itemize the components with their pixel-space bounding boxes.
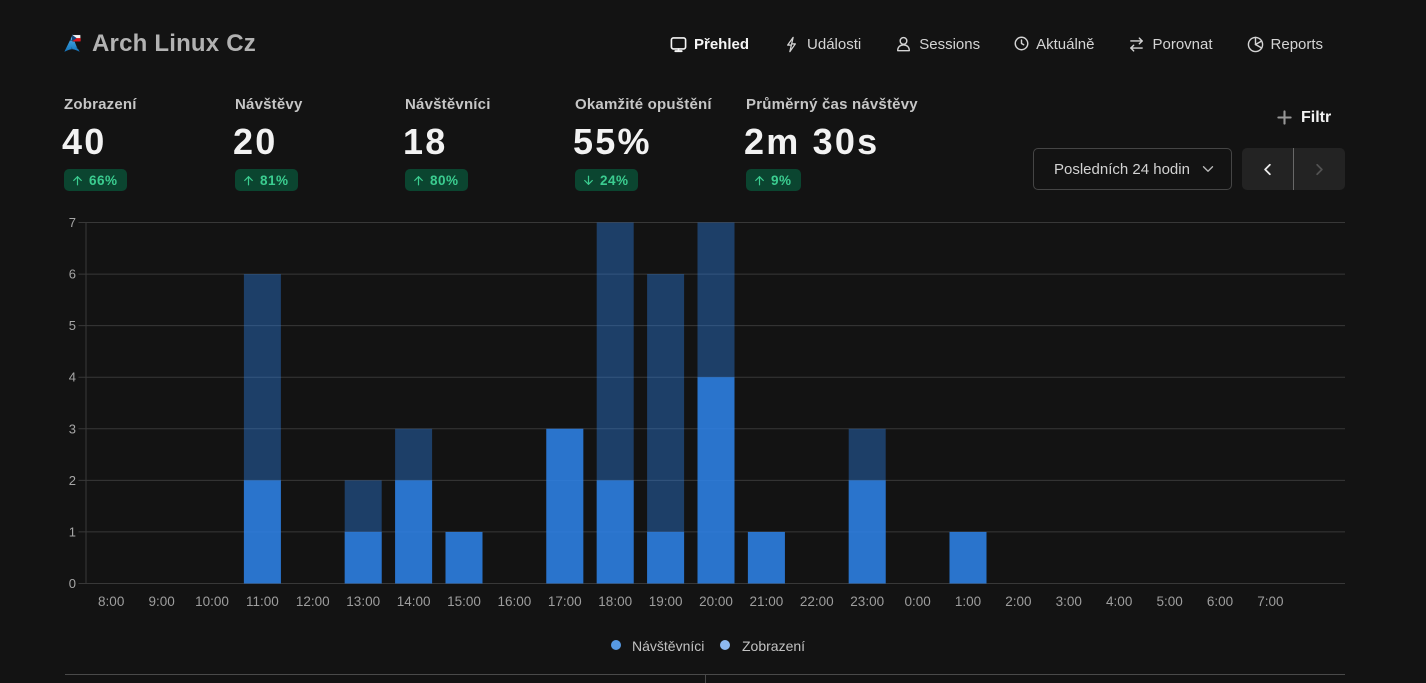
svg-text:2: 2: [69, 473, 76, 488]
svg-text:20:00: 20:00: [699, 594, 733, 609]
svg-text:5: 5: [69, 318, 76, 333]
svg-text:6:00: 6:00: [1207, 594, 1233, 609]
svg-text:2:00: 2:00: [1005, 594, 1031, 609]
svg-text:8:00: 8:00: [98, 594, 124, 609]
svg-text:4: 4: [69, 370, 76, 385]
svg-text:6: 6: [69, 267, 76, 282]
svg-text:1: 1: [69, 524, 76, 539]
svg-text:9:00: 9:00: [148, 594, 174, 609]
svg-text:15:00: 15:00: [447, 594, 481, 609]
svg-text:11:00: 11:00: [246, 594, 279, 609]
svg-text:22:00: 22:00: [800, 594, 834, 609]
svg-text:7: 7: [69, 215, 76, 230]
svg-text:10:00: 10:00: [195, 594, 229, 609]
svg-text:7:00: 7:00: [1257, 594, 1283, 609]
svg-text:19:00: 19:00: [649, 594, 683, 609]
svg-text:16:00: 16:00: [498, 594, 532, 609]
svg-text:21:00: 21:00: [750, 594, 784, 609]
svg-text:18:00: 18:00: [598, 594, 632, 609]
svg-text:23:00: 23:00: [850, 594, 884, 609]
svg-text:14:00: 14:00: [397, 594, 431, 609]
svg-text:1:00: 1:00: [955, 594, 981, 609]
svg-text:0:00: 0:00: [904, 594, 930, 609]
svg-text:3: 3: [69, 421, 76, 436]
svg-text:13:00: 13:00: [346, 594, 380, 609]
svg-text:3:00: 3:00: [1056, 594, 1082, 609]
svg-text:17:00: 17:00: [548, 594, 582, 609]
svg-text:5:00: 5:00: [1156, 594, 1182, 609]
svg-text:4:00: 4:00: [1106, 594, 1132, 609]
svg-text:12:00: 12:00: [296, 594, 330, 609]
svg-text:0: 0: [69, 576, 76, 591]
